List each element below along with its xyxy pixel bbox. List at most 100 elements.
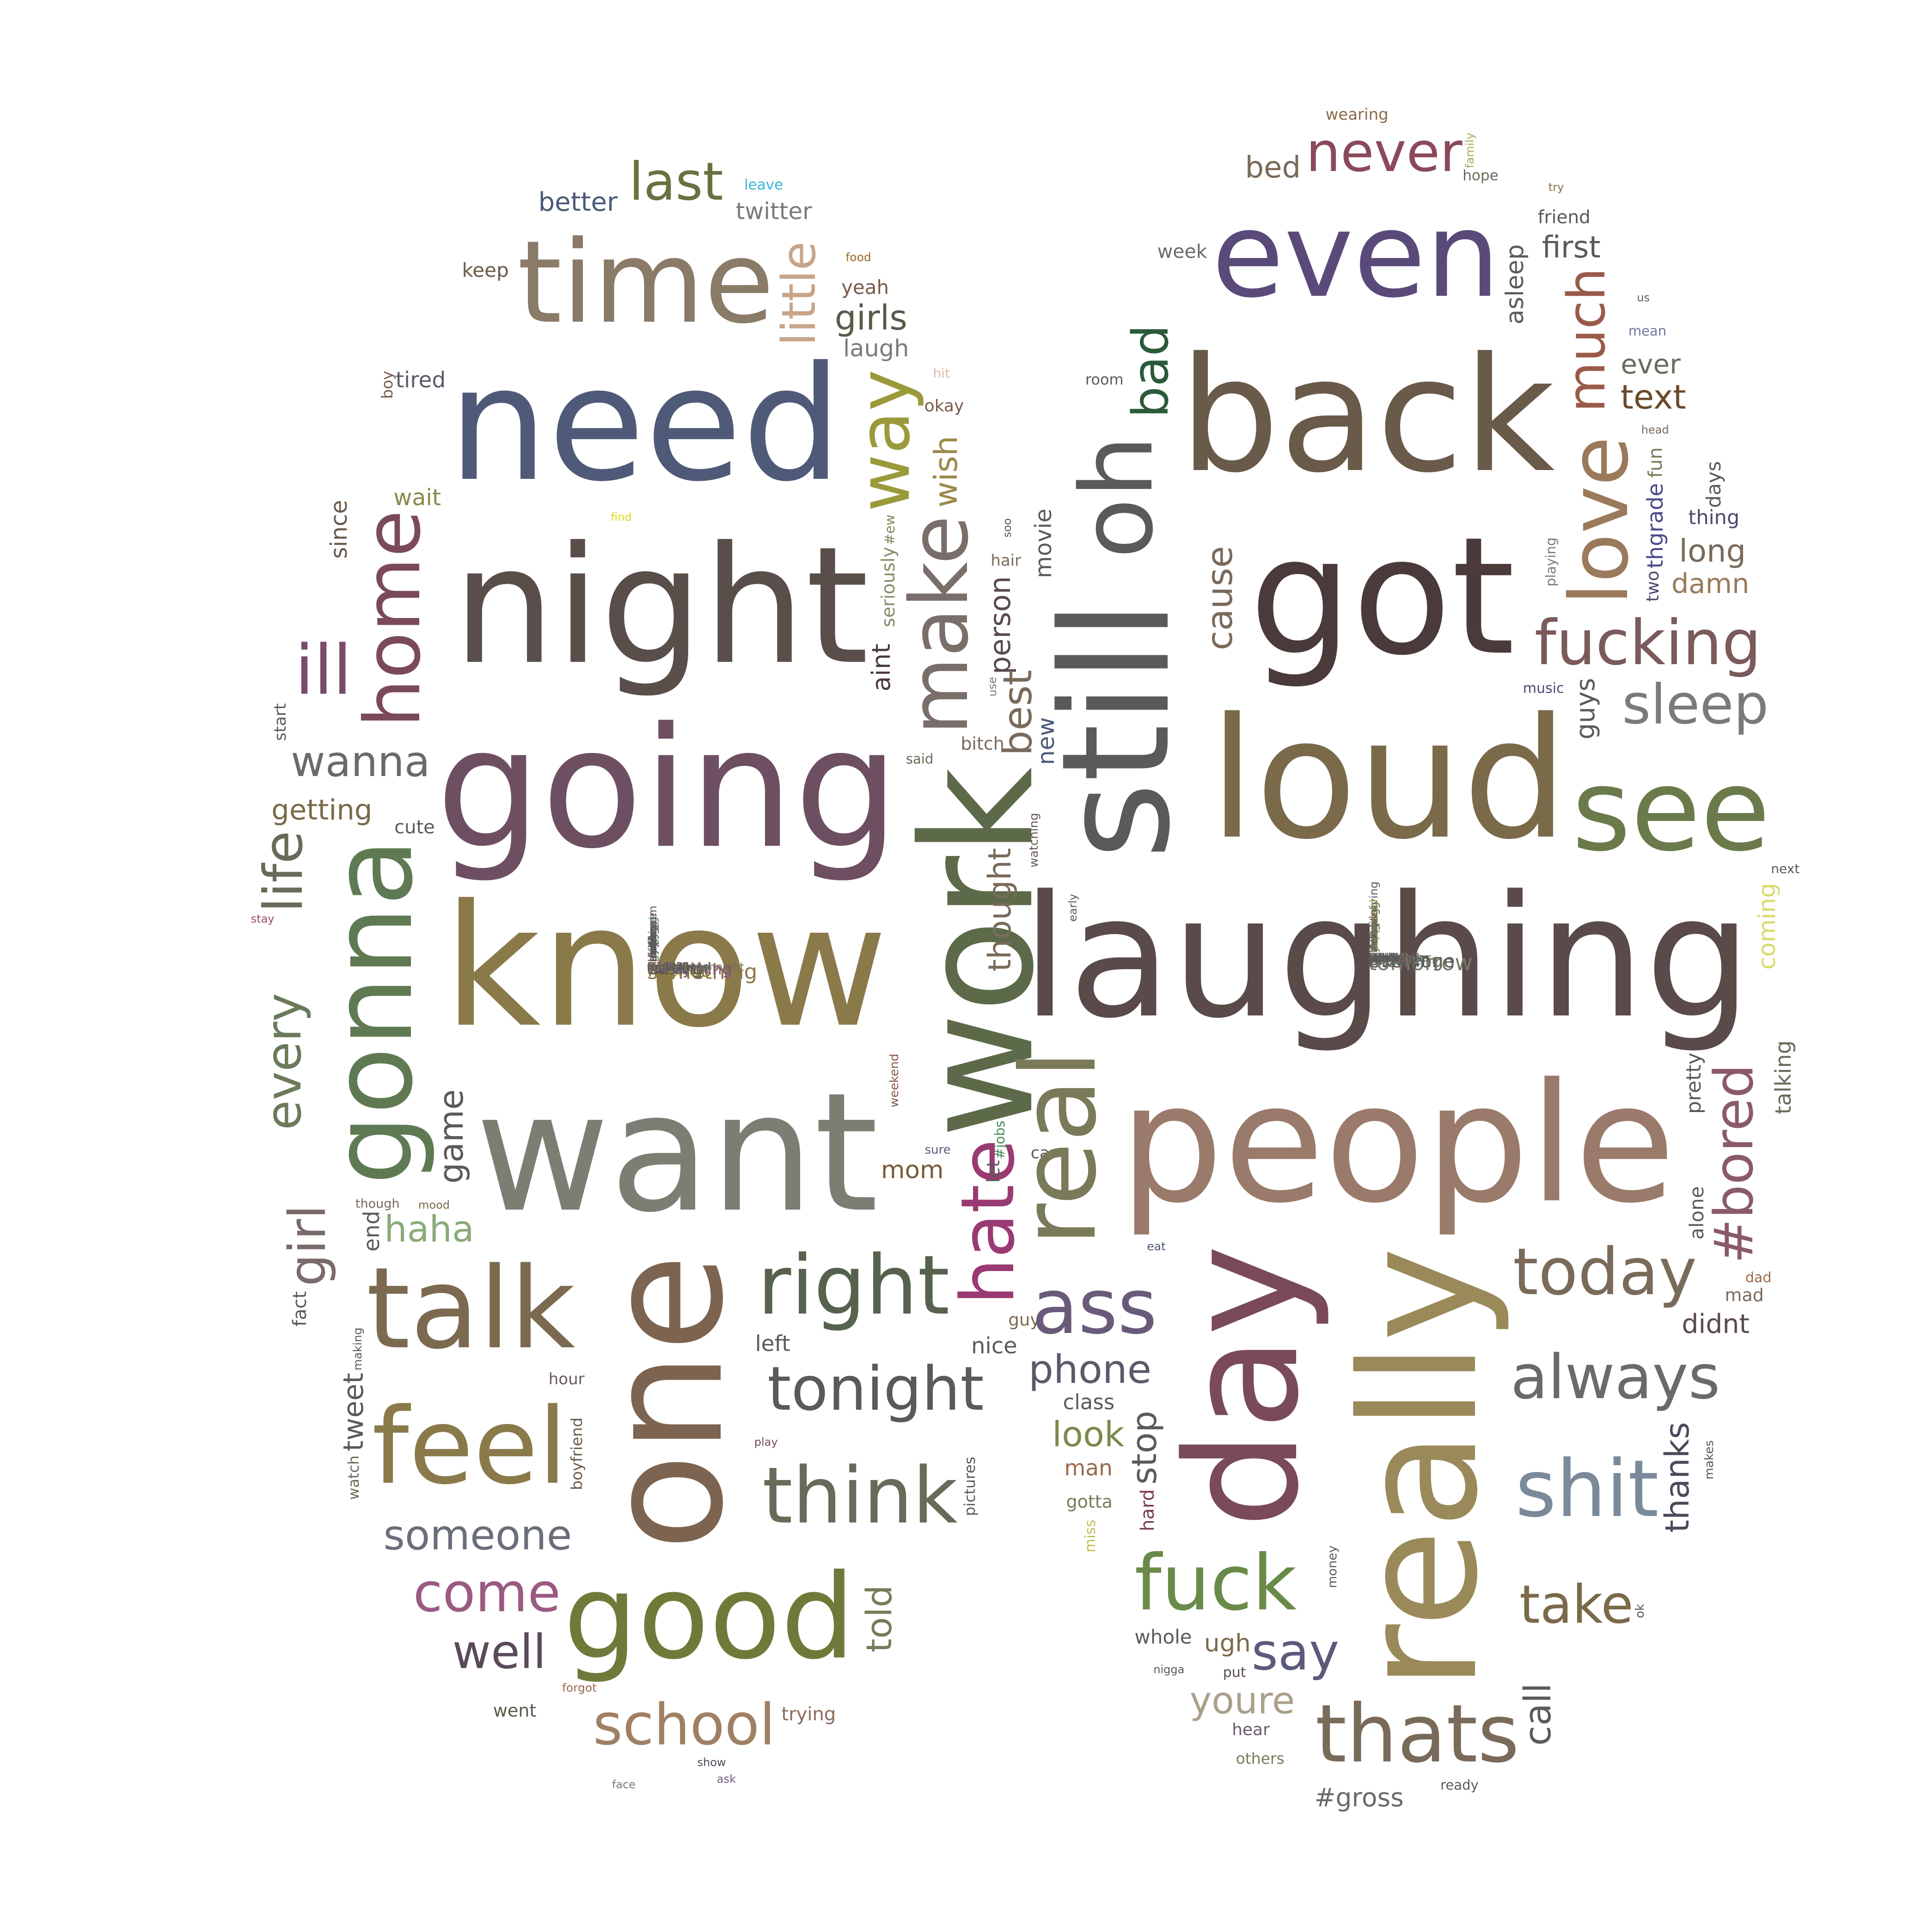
- right-word-mad: mad: [1725, 1284, 1764, 1305]
- right-word-pretty: pretty: [1682, 1052, 1706, 1114]
- left-word-started: started: [647, 960, 687, 973]
- right-word-miss: miss: [1082, 1519, 1099, 1553]
- left-word-something: something: [647, 960, 758, 984]
- left-word-tried: tried: [647, 960, 673, 973]
- left-word-cool: cool: [647, 960, 670, 973]
- left-word-haha: haha: [384, 1208, 474, 1250]
- right-word-hear: hear: [1232, 1720, 1270, 1740]
- right-word-finally: finally: [1368, 951, 1402, 964]
- left-word-leave: leave: [744, 177, 783, 194]
- right-word-movie: movie: [1030, 508, 1057, 579]
- left-word-job: #job: [647, 960, 673, 973]
- right-word-friend: friend: [1537, 207, 1591, 228]
- left-word-mom: mom: [881, 1156, 944, 1184]
- right-word-ready: ready: [1440, 1777, 1479, 1793]
- right-word-worst: worst: [1368, 951, 1399, 964]
- right-word-stupid: stupid: [1368, 951, 1403, 964]
- left-word-wake: wake: [647, 960, 676, 973]
- right-word-awkward: awkward: [1368, 951, 1418, 964]
- left-word-football: football: [647, 960, 689, 973]
- right-word-back: back: [1179, 323, 1555, 507]
- left-word-around: around: [647, 960, 686, 973]
- right-word-birthday: birthday: [1368, 951, 1419, 965]
- left-word-havent: havent: [647, 960, 686, 973]
- left-word-play: play: [754, 1435, 778, 1449]
- right-word-remember: remember: [1368, 951, 1431, 965]
- right-word-head: head: [1641, 423, 1669, 437]
- left-word-guess: guess: [647, 960, 680, 973]
- left-word-walking: walking: [647, 960, 690, 973]
- left-word-pick: pick: [647, 960, 670, 973]
- right-word-next: next: [1771, 861, 1800, 877]
- right-word-guys: guys: [1571, 678, 1601, 740]
- left-word-ask: ask: [716, 1773, 736, 1786]
- left-word-broke: broke: [647, 960, 679, 973]
- left-word-yeah: yeah: [841, 276, 889, 299]
- left-word-yuck: #yuck: [647, 960, 683, 973]
- right-word-say: say: [1251, 1622, 1340, 1682]
- right-word-tomorrow: tomorrow: [1368, 950, 1473, 976]
- left-word-school: school: [593, 1692, 776, 1759]
- left-word-okay: okay: [924, 397, 964, 416]
- right-word-texting: texting: [1368, 951, 1408, 964]
- right-word-ugh: ugh: [1204, 1629, 1251, 1658]
- right-word-already: already: [1368, 951, 1410, 964]
- right-word-gets: gets: [1368, 951, 1392, 964]
- left-word-time: time: [517, 217, 775, 349]
- right-word-stop: stop: [1124, 1411, 1164, 1485]
- right-word-dad: dad: [1745, 1269, 1772, 1286]
- right-word-let: let: [983, 1160, 1004, 1183]
- right-word-everyone: everyone: [1368, 951, 1455, 972]
- right-word-never: never: [1306, 120, 1463, 184]
- right-word-tweets: tweets: [1368, 951, 1406, 964]
- left-word-past: past: [647, 960, 671, 973]
- right-word-us: us: [1637, 291, 1650, 305]
- right-word-bed: bed: [1245, 150, 1301, 185]
- right-word-money: money: [1325, 1545, 1340, 1588]
- left-word-feel: feel: [372, 1385, 568, 1508]
- left-word-mood: mood: [418, 1198, 450, 1212]
- left-word-everything: everything: [647, 960, 732, 978]
- right-word-bad: bad: [1122, 324, 1180, 418]
- left-word-know: know: [443, 868, 888, 1064]
- left-word-bored: bored: [647, 960, 679, 973]
- right-word-look: look: [1052, 1414, 1125, 1455]
- left-word-years: years: [647, 960, 678, 973]
- right-word-thought: thought: [981, 848, 1018, 972]
- right-word-gross: #gross: [1314, 1782, 1404, 1812]
- left-word-nobody: nobody: [647, 960, 689, 973]
- right-word-class: class: [1063, 1390, 1115, 1415]
- right-word-thats: thats: [1315, 1687, 1519, 1781]
- right-word-whole: whole: [1134, 1625, 1192, 1648]
- left-word-excited: excited: [647, 960, 688, 973]
- right-word-day: day: [1152, 1245, 1333, 1529]
- left-word-laugh: laugh: [843, 335, 909, 363]
- right-word-fun: fun: [1644, 447, 1667, 478]
- right-word-fucked: fucked: [1367, 916, 1380, 953]
- left-word-food: food: [845, 251, 871, 264]
- right-word-alone: alone: [1685, 1186, 1708, 1240]
- right-word-asleep: asleep: [1500, 244, 1529, 324]
- right-word-saturday: saturday: [1368, 951, 1417, 964]
- left-word-waiting: waiting: [647, 960, 703, 978]
- right-word-long: long: [1679, 532, 1746, 569]
- right-word-room: room: [1085, 371, 1124, 389]
- left-word-hour: hour: [548, 1370, 585, 1388]
- right-word-fucking: fucking: [1534, 606, 1762, 679]
- right-word-saying: saying: [1368, 951, 1405, 964]
- right-word-bet: bet: [1368, 951, 1387, 964]
- right-word-laughing: laughing: [1022, 859, 1752, 1055]
- right-word-done: done: [1368, 951, 1396, 964]
- right-word-really: really: [1326, 1247, 1513, 1690]
- left-word-getting: getting: [271, 793, 373, 826]
- left-word-portland: portland: [647, 960, 694, 973]
- right-word-ok: ok: [1633, 1603, 1647, 1618]
- right-word-got: got: [1249, 502, 1515, 691]
- right-word-brother: brother: [1368, 951, 1428, 969]
- right-word-jobs: #jobs: [992, 1120, 1008, 1160]
- left-word-someone: someone: [383, 1510, 572, 1559]
- right-word-reason: reason: [1368, 951, 1406, 964]
- left-word-doesnt: doesnt: [647, 960, 687, 974]
- right-word-others: others: [1236, 1749, 1285, 1767]
- left-word-need: need: [448, 333, 842, 517]
